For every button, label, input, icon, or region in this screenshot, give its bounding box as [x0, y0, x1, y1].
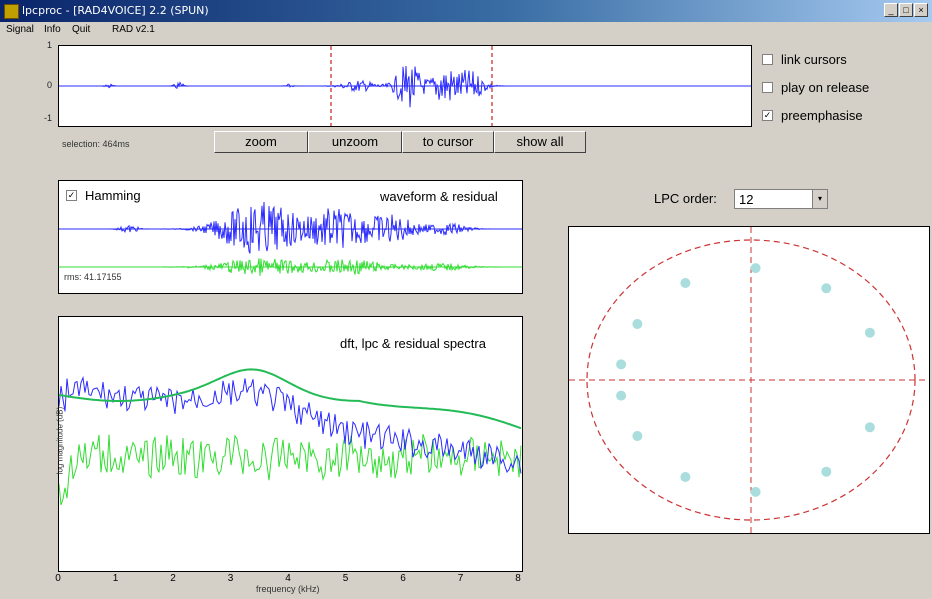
spectra-axes[interactable] — [58, 316, 523, 572]
preemphasise-checkbox[interactable]: ✓ preemphasise — [762, 108, 863, 123]
x-tick-6: 6 — [400, 573, 406, 584]
hamming-box[interactable]: ✓ — [66, 190, 77, 201]
link-cursors-box[interactable] — [762, 54, 773, 65]
spectra-ylabel: log magnitude (dB) — [55, 406, 65, 475]
window-controls: _ □ × — [884, 3, 928, 17]
close-button[interactable]: × — [914, 3, 928, 17]
overview-waveform — [59, 65, 750, 108]
pole-marker — [632, 319, 643, 329]
spectra-xlabel: frequency (kHz) — [256, 584, 320, 594]
pole-marker — [750, 263, 761, 274]
play-on-release-box[interactable] — [762, 82, 773, 93]
to-cursor-button[interactable]: to cursor — [402, 131, 494, 153]
waveform-residual-plot — [59, 201, 522, 276]
lpc-order-value: 12 — [739, 192, 754, 207]
y-tick-1: 1 — [46, 40, 52, 50]
lpc-poles — [616, 263, 875, 497]
waveform-residual-axes[interactable] — [58, 180, 523, 294]
waveform-trace — [59, 201, 521, 254]
x-tick-3: 3 — [227, 573, 234, 584]
pole-marker — [680, 278, 691, 288]
rms-text: rms: 41.17155 — [64, 272, 122, 282]
x-tick-5: 5 — [342, 573, 349, 584]
y-tick-minus-1: -1 — [43, 113, 52, 123]
lpc-order-label: LPC order: — [654, 191, 717, 206]
dft-spectrum — [59, 375, 522, 474]
unzoom-button[interactable]: unzoom — [308, 131, 402, 153]
play-on-release-checkbox[interactable]: play on release — [762, 80, 869, 95]
link-cursors-label: link cursors — [781, 52, 847, 67]
residual-trace — [59, 258, 521, 276]
zoom-button[interactable]: zoom — [214, 131, 308, 153]
preemphasise-box[interactable]: ✓ — [762, 110, 773, 121]
spectra-plot — [59, 368, 522, 506]
menu-bar: Signal Info Quit RAD v2.1 — [0, 22, 932, 38]
menu-quit[interactable]: Quit — [72, 24, 91, 35]
version-label: RAD v2.1 — [112, 24, 155, 35]
pole-marker — [616, 390, 627, 401]
pole-marker — [680, 472, 691, 482]
play-on-release-label: play on release — [781, 80, 870, 95]
pole-zero-plot — [569, 227, 929, 533]
waveform-panel-title: waveform & residual — [380, 189, 498, 204]
hamming-checkbox[interactable]: ✓ Hamming — [66, 188, 141, 203]
y-tick-0: 0 — [46, 80, 52, 90]
pole-marker — [632, 431, 643, 441]
signal-overview-axes[interactable] — [58, 45, 752, 127]
menu-signal[interactable]: Signal — [6, 24, 34, 35]
maximize-button[interactable]: □ — [899, 3, 913, 17]
x-tick-7: 7 — [457, 573, 464, 584]
spectra-panel-title: dft, lpc & residual spectra — [340, 336, 486, 351]
pole-zero-axes[interactable] — [568, 226, 930, 534]
show-all-button[interactable]: show all — [494, 131, 586, 153]
preemphasise-label: preemphasise — [781, 108, 863, 123]
x-tick-0: 0 — [55, 573, 61, 584]
x-tick-1: 1 — [112, 573, 119, 584]
pole-marker — [821, 466, 832, 477]
x-tick-8: 8 — [515, 573, 521, 584]
pole-marker — [864, 422, 875, 433]
menu-info[interactable]: Info — [44, 24, 61, 35]
pole-marker — [616, 359, 627, 370]
hamming-label: Hamming — [85, 188, 141, 203]
chevron-down-icon[interactable]: ▾ — [812, 190, 827, 208]
pole-marker — [821, 283, 832, 294]
signal-overview-plot — [59, 46, 751, 126]
lpc-order-select[interactable]: 12 ▾ — [734, 189, 828, 209]
minimize-button[interactable]: _ — [884, 3, 898, 17]
title-bar: lpcproc - [RAD4VOICE] 2.2 (SPUN) _ □ × — [0, 0, 932, 22]
lpc-envelope — [59, 368, 522, 430]
window-title: lpcproc - [RAD4VOICE] 2.2 (SPUN) — [22, 4, 209, 17]
x-tick-4: 4 — [285, 573, 291, 584]
pole-marker — [864, 327, 875, 338]
x-tick-2: 2 — [170, 573, 176, 584]
pole-marker — [750, 486, 761, 497]
link-cursors-checkbox[interactable]: link cursors — [762, 52, 847, 67]
selection-text: selection: 464ms — [62, 139, 130, 149]
app-icon — [4, 4, 19, 19]
